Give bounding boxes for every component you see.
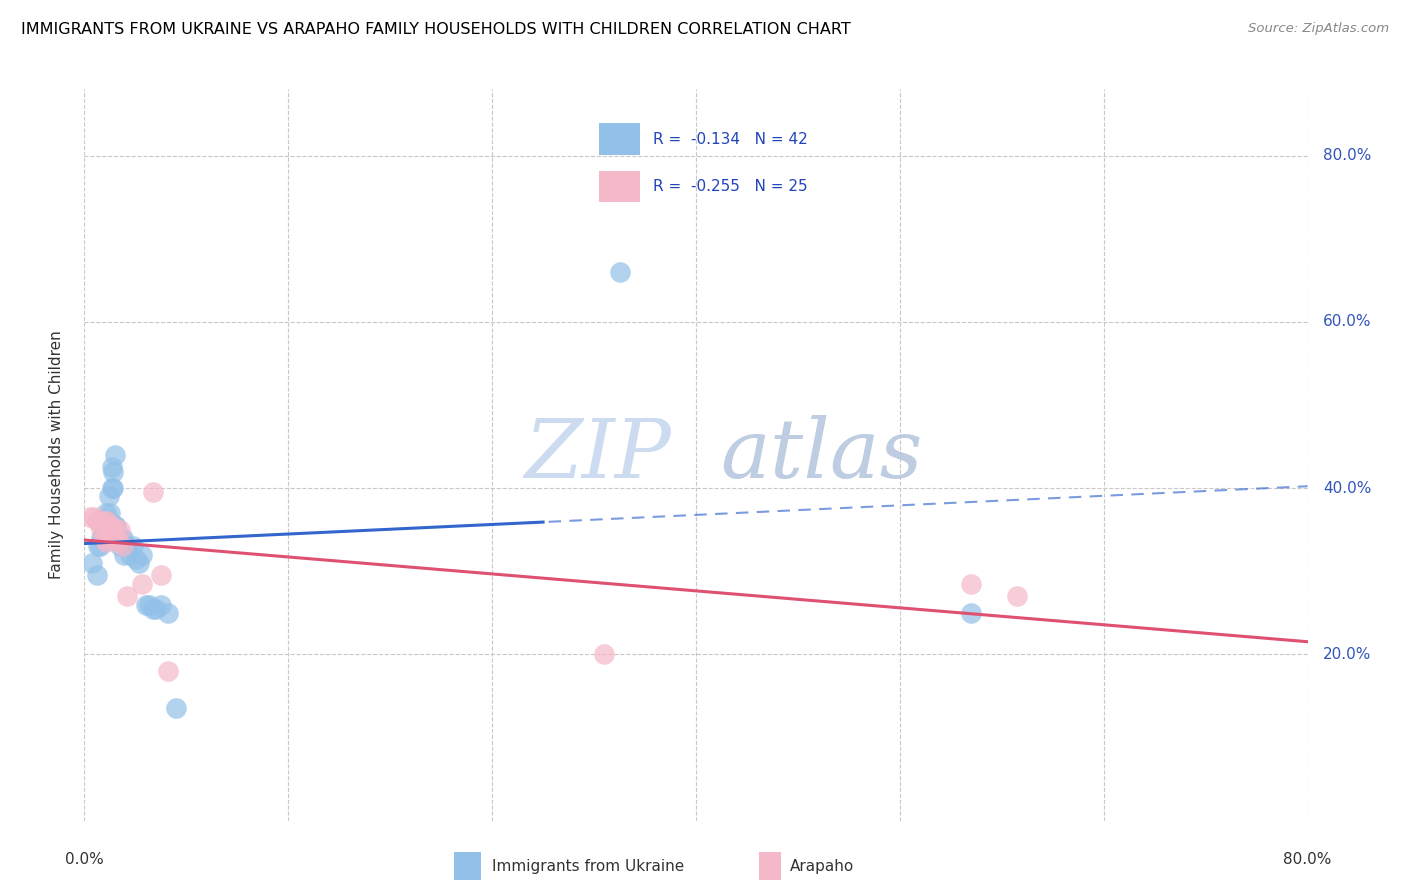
Point: [120, 548, 142, 562]
Point: [90, 523, 112, 537]
Point: [125, 551, 148, 566]
Point: [80, 556, 103, 570]
Point: [105, 518, 128, 533]
Text: 80.0%: 80.0%: [1284, 852, 1331, 867]
Point: [142, 601, 165, 615]
Point: [960, 576, 983, 591]
Point: [114, 539, 136, 553]
Point: [128, 556, 150, 570]
Point: [103, 465, 125, 479]
Point: [101, 518, 124, 533]
Text: IMMIGRANTS FROM UKRAINE VS ARAPAHO FAMILY HOUSEHOLDS WITH CHILDREN CORRELATION C: IMMIGRANTS FROM UKRAINE VS ARAPAHO FAMIL…: [21, 22, 851, 37]
Point: [108, 539, 131, 553]
Point: [107, 531, 129, 545]
Point: [89, 539, 111, 553]
Point: [94, 506, 117, 520]
Point: [1005, 589, 1028, 603]
Point: [145, 601, 167, 615]
Point: [93, 515, 115, 529]
Text: 0.0%: 0.0%: [65, 852, 104, 867]
Point: [593, 648, 616, 662]
Text: 40.0%: 40.0%: [1323, 481, 1371, 496]
Point: [142, 485, 165, 500]
Point: [149, 598, 172, 612]
Point: [138, 598, 160, 612]
Point: [86, 515, 108, 529]
Point: [97, 518, 120, 533]
Point: [96, 527, 118, 541]
Point: [79, 510, 101, 524]
Point: [103, 481, 125, 495]
Point: [131, 576, 153, 591]
Text: 20.0%: 20.0%: [1323, 647, 1371, 662]
Point: [112, 548, 135, 562]
Point: [98, 531, 121, 545]
Point: [91, 527, 114, 541]
Point: [165, 701, 187, 715]
Point: [93, 527, 115, 541]
Point: [93, 515, 115, 529]
Point: [101, 460, 124, 475]
Point: [111, 539, 134, 553]
Point: [107, 535, 129, 549]
Point: [108, 523, 131, 537]
Point: [115, 589, 138, 603]
Point: [83, 510, 105, 524]
Point: [104, 448, 127, 462]
Point: [90, 531, 112, 545]
Point: [104, 523, 127, 537]
Point: [111, 531, 134, 545]
Point: [101, 481, 124, 495]
Point: [86, 568, 108, 582]
Point: [97, 490, 120, 504]
Point: [96, 515, 118, 529]
Point: [157, 664, 180, 678]
Text: ZIP: ZIP: [524, 415, 672, 495]
Y-axis label: Family Households with Children: Family Households with Children: [49, 331, 63, 579]
Text: atlas: atlas: [720, 415, 922, 495]
Text: 60.0%: 60.0%: [1323, 315, 1371, 329]
Point: [149, 568, 172, 582]
Point: [87, 515, 110, 529]
Point: [98, 523, 121, 537]
Point: [131, 548, 153, 562]
Point: [157, 606, 180, 620]
Point: [122, 539, 145, 553]
Text: 80.0%: 80.0%: [1323, 148, 1371, 163]
Point: [94, 523, 117, 537]
Text: Source: ZipAtlas.com: Source: ZipAtlas.com: [1249, 22, 1389, 36]
Point: [960, 606, 983, 620]
Point: [103, 527, 125, 541]
Point: [135, 598, 157, 612]
Point: [87, 539, 110, 553]
Point: [609, 265, 631, 279]
Point: [97, 515, 120, 529]
Point: [104, 518, 127, 533]
Point: [110, 531, 132, 545]
Point: [94, 535, 117, 549]
Point: [98, 506, 121, 520]
Point: [93, 531, 115, 545]
